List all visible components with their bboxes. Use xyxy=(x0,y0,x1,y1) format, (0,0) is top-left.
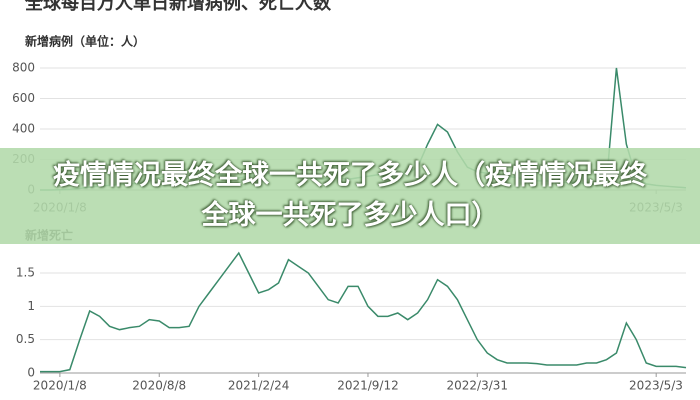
x-tick-label: 2020/1/8 xyxy=(33,379,87,393)
chart-subtitle: 新增病例（单位：人） xyxy=(25,34,145,49)
y-tick-label: 1.5 xyxy=(16,266,35,280)
x-tick-label: 2021/9/12 xyxy=(337,379,399,393)
y-tick-label: 0 xyxy=(27,366,35,380)
x-tick-label: 2023/5/3 xyxy=(629,379,683,393)
banner: 疫情情况最终全球一共死了多少人（疫情情况最终全球一共死了多少人口） xyxy=(0,148,700,244)
x-tick-label: 2022/3/31 xyxy=(447,379,509,393)
chart-title: 全球每百万人单日新增病例、死亡人数 xyxy=(24,0,332,14)
banner-text: 疫情情况最终全球一共死了多少人（疫情情况最终全球一共死了多少人口） xyxy=(53,160,647,231)
y-tick-label: 0.5 xyxy=(16,332,35,346)
y-tick-label: 600 xyxy=(12,91,35,105)
x-tick-label: 2020/8/8 xyxy=(132,379,186,393)
y-tick-label: 1 xyxy=(27,299,35,313)
y-tick-label: 800 xyxy=(12,61,35,75)
y-tick-label: 400 xyxy=(12,122,35,136)
data-line xyxy=(40,251,687,373)
x-tick-label: 2021/2/24 xyxy=(228,379,290,393)
